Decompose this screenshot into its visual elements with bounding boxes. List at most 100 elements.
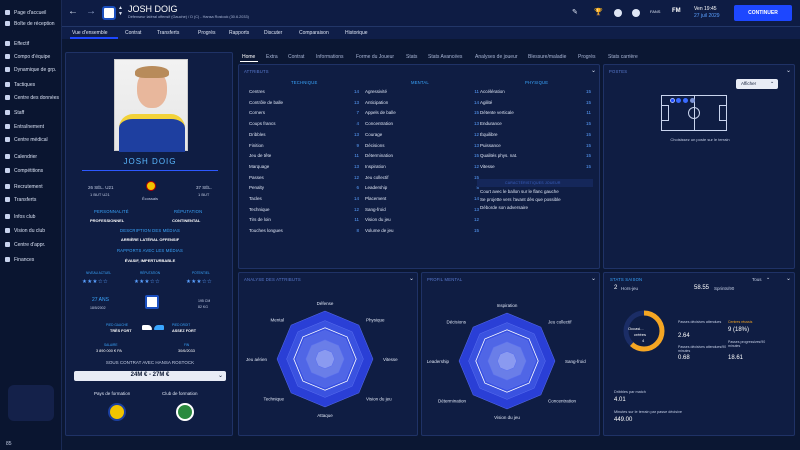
- attribute-name: Tirs de loin: [249, 217, 271, 223]
- sidebar-item-6[interactable]: Centre des données: [0, 91, 62, 104]
- trophy-icon[interactable]: 🏆: [594, 9, 603, 16]
- attribute-value: 13: [353, 99, 359, 105]
- attribute-value: 14: [473, 99, 479, 105]
- radar-ring: [315, 349, 335, 369]
- season-filter[interactable]: Tous: [752, 277, 762, 282]
- tab-injury[interactable]: Blessure/maladie: [528, 54, 567, 60]
- subnav-progress[interactable]: Progrès: [198, 30, 216, 36]
- attribute-name: Détermination: [365, 153, 394, 159]
- attribute-value: 12: [473, 217, 479, 223]
- play-icon[interactable]: [632, 9, 640, 17]
- subnav-compare[interactable]: Comparaison: [299, 30, 329, 36]
- attribute-value: 13: [353, 131, 359, 137]
- display-dropdown[interactable]: Afficher ⌄: [736, 79, 778, 89]
- chevron-updown-icon[interactable]: ▲ ▼: [118, 5, 123, 17]
- sidebar-item-1[interactable]: Boîte de réception: [0, 17, 62, 30]
- profile-player-name: JOSH DOIG: [123, 157, 177, 166]
- position-marker-4[interactable]: [690, 98, 695, 103]
- sidebar-item-9[interactable]: Centre médical: [0, 133, 62, 146]
- sidebar-item-label: Tactiques: [14, 81, 36, 88]
- value-range-bar[interactable]: 24M € - 27M €: [74, 371, 226, 381]
- fm-logo[interactable]: FM: [672, 8, 681, 14]
- help-icon[interactable]: [614, 9, 622, 17]
- subnav-discuss[interactable]: Discuter: [264, 30, 283, 36]
- tab-home[interactable]: Home: [242, 54, 256, 60]
- club-logo-icon[interactable]: [102, 6, 116, 20]
- tab-stats[interactable]: Stats: [406, 54, 418, 60]
- sidebar-item-10[interactable]: Calendrier: [0, 150, 62, 163]
- media-rel-value: ÉVASIF, IMPERTURBABLE: [124, 258, 176, 263]
- sidebar-item-0[interactable]: Page d'accueil: [0, 6, 62, 19]
- attribute-value: 13: [473, 206, 479, 212]
- club-badge-icon: [145, 295, 159, 309]
- subnav-transfers[interactable]: Transferts: [157, 30, 180, 36]
- attributes-menu-icon[interactable]: ⌄: [591, 68, 597, 74]
- personality-label: PERSONNALITÉ: [94, 209, 129, 214]
- sidebar-item-3[interactable]: Compo d'équipe: [0, 50, 62, 63]
- mental-profile-menu-icon[interactable]: ⌄: [591, 276, 597, 282]
- continue-button[interactable]: CONTINUER: [734, 5, 792, 21]
- forward-arrow-icon[interactable]: →: [86, 6, 96, 17]
- sidebar-item-17[interactable]: Finances: [0, 253, 62, 266]
- tab-player-analysis[interactable]: Analyses de joueur: [475, 54, 518, 60]
- sidebar-item-4[interactable]: Dynamique de grp.: [0, 63, 62, 76]
- sidebar-item-12[interactable]: Recrutement: [0, 180, 62, 193]
- subnav-reports[interactable]: Rapports: [229, 30, 250, 36]
- sidebar-item-11[interactable]: Compétitions: [0, 164, 62, 177]
- sidebar-item-13[interactable]: Transferts: [0, 193, 62, 206]
- positions-label: POSTES: [609, 69, 628, 74]
- goals-senior: 1 BUT: [198, 192, 210, 197]
- tab-extra[interactable]: Extra: [266, 54, 278, 60]
- sidebar-item-5[interactable]: Tactiques: [0, 78, 62, 91]
- attribute-name: Leadership: [365, 185, 388, 191]
- sidebar-icon: [5, 168, 10, 173]
- analysis-menu-icon[interactable]: ⌄: [409, 276, 415, 282]
- tab-career-stats[interactable]: Stats carrière: [608, 54, 638, 60]
- salary-label: SALAIRE: [104, 343, 118, 347]
- position-marker-2[interactable]: [676, 98, 681, 103]
- tab-information[interactable]: Informations: [316, 54, 344, 60]
- attribute-value: 11: [354, 153, 359, 159]
- reputation-value: CONTINENTAL: [172, 218, 201, 223]
- sidebar-item-8[interactable]: Entraînement: [0, 120, 62, 133]
- tab-progress[interactable]: Progrès: [578, 54, 596, 60]
- subnav-contract[interactable]: Contrat: [125, 30, 142, 36]
- xa90-value: 0.68: [678, 355, 690, 361]
- subnav-history[interactable]: Historique: [345, 30, 368, 36]
- radar-ring: [497, 351, 517, 371]
- contract-end-label: FIN: [184, 343, 190, 347]
- sidebar-icon: [5, 82, 10, 87]
- pitch[interactable]: [661, 95, 727, 131]
- radar-axis-label: Détermination: [438, 399, 467, 404]
- tab-contract[interactable]: Contrat: [288, 54, 305, 60]
- attribute-name: Coups francs: [249, 121, 276, 127]
- value-chevron-icon[interactable]: ⌄: [218, 373, 224, 379]
- season-stats-menu-icon[interactable]: ⌄: [786, 276, 792, 282]
- subnav-active-underline: [70, 37, 118, 39]
- subnav-overview[interactable]: Vue d'ensemble: [72, 30, 108, 36]
- sidebar-item-label: Effectif: [14, 40, 30, 47]
- tab-advanced-stats[interactable]: Stats Avancées: [428, 54, 463, 60]
- positions-menu-icon[interactable]: ⌄: [786, 68, 792, 74]
- sidebar-item-label: Compétitions: [14, 167, 44, 174]
- sidebar-item-2[interactable]: Effectif: [0, 37, 62, 50]
- position-marker-1[interactable]: [670, 98, 675, 103]
- season-filter-chevron-icon[interactable]: ⌄: [766, 275, 771, 281]
- attribute-name: Jeu collectif: [365, 174, 389, 180]
- sidebar-item-16[interactable]: Centre d'appr.: [0, 238, 62, 251]
- right-foot-value: ASSEZ FORT: [172, 329, 197, 333]
- edit-icon[interactable]: ✎: [572, 9, 578, 16]
- season-stats-label[interactable]: STATS SAISON: [610, 277, 643, 282]
- sidebar-icon: [5, 214, 10, 219]
- sidebar-item-7[interactable]: Staff: [0, 106, 62, 119]
- attribute-name: Endurance: [480, 121, 502, 127]
- sidebar-item-15[interactable]: Vision du club: [0, 224, 62, 237]
- attribute-name: Courage: [365, 131, 383, 137]
- sidebar-item-14[interactable]: Infos club: [0, 210, 62, 223]
- back-arrow-icon[interactable]: ←: [68, 6, 78, 17]
- sidebar-item-label: Centre des données: [14, 94, 60, 101]
- tab-form[interactable]: Forme du Joueur: [356, 54, 395, 60]
- attribute-value: 14: [473, 196, 479, 201]
- position-marker-3[interactable]: [683, 98, 688, 103]
- fans-icon[interactable]: FANS: [650, 9, 661, 14]
